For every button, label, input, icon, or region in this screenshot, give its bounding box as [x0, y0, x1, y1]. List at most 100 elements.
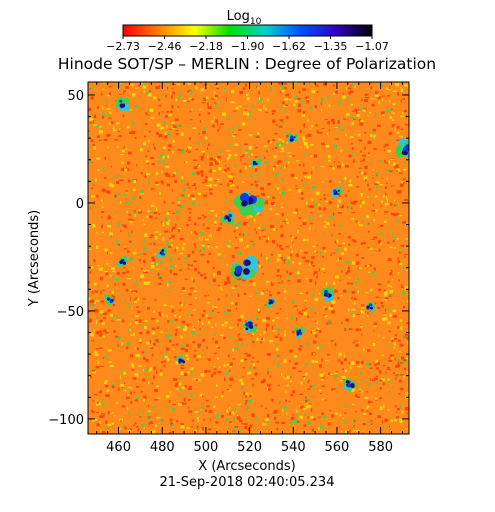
map-speckle — [214, 102, 216, 104]
map-speckle — [366, 215, 370, 219]
map-speckle — [92, 119, 95, 124]
map-speckle — [153, 262, 158, 266]
map-speckle — [208, 177, 213, 181]
map-speckle — [316, 321, 319, 325]
map-speckle — [304, 402, 309, 405]
map-speckle — [89, 160, 92, 163]
map-speckle — [206, 346, 208, 349]
map-speckle — [275, 317, 280, 319]
map-speckle — [359, 267, 363, 269]
map-speckle — [282, 140, 285, 143]
map-speckle — [126, 270, 129, 273]
map-speckle — [256, 231, 258, 234]
map-speckle — [105, 99, 108, 102]
map-speckle — [287, 152, 292, 154]
map-speckle — [379, 242, 382, 245]
map-speckle — [287, 256, 290, 260]
map-speckle — [377, 94, 379, 97]
map-speckle — [203, 273, 206, 275]
map-speckle — [361, 304, 365, 307]
map-speckle — [251, 153, 253, 156]
map-speckle — [348, 205, 351, 209]
map-speckle — [107, 133, 111, 137]
map-speckle — [158, 112, 160, 116]
map-speckle — [352, 403, 355, 405]
map-speckle — [334, 342, 337, 347]
map-speckle — [202, 246, 205, 250]
map-speckle — [403, 168, 407, 171]
map-speckle — [164, 172, 168, 175]
map-speckle — [208, 358, 211, 361]
map-speckle — [380, 205, 383, 207]
map-speckle — [300, 312, 303, 315]
map-speckle — [395, 364, 399, 368]
map-speckle — [387, 367, 390, 369]
map-speckle — [399, 135, 404, 138]
map-speckle — [139, 196, 142, 200]
map-speckle — [195, 232, 198, 235]
map-speckle — [206, 314, 208, 318]
map-speckle — [151, 353, 154, 357]
map-speckle — [107, 191, 111, 194]
map-speckle — [398, 214, 403, 217]
map-speckle — [214, 83, 217, 86]
map-speckle — [186, 343, 189, 347]
map-speckle — [361, 306, 365, 309]
map-speckle — [210, 418, 212, 421]
map-speckle — [321, 181, 324, 183]
map-speckle — [226, 410, 229, 413]
map-speckle — [128, 240, 132, 243]
map-speckle — [117, 336, 121, 340]
map-speckle — [217, 252, 221, 256]
map-speckle — [182, 353, 184, 355]
map-speckle — [300, 191, 304, 195]
map-speckle — [227, 241, 229, 245]
map-speckle — [331, 388, 334, 391]
map-speckle — [352, 201, 357, 205]
map-speckle — [328, 248, 331, 250]
map-speckle — [140, 252, 143, 255]
map-speckle — [356, 430, 360, 432]
map-speckle — [389, 294, 392, 297]
map-speckle — [375, 181, 380, 184]
map-speckle — [323, 306, 327, 308]
map-speckle — [117, 135, 122, 137]
patch-halo — [125, 98, 130, 103]
map-speckle — [367, 140, 372, 145]
map-speckle — [91, 410, 95, 414]
map-speckle — [226, 294, 228, 297]
map-speckle — [178, 94, 182, 98]
map-speckle — [119, 179, 124, 182]
map-speckle — [116, 174, 120, 177]
map-speckle — [149, 236, 153, 238]
map-speckle — [339, 414, 342, 417]
patch-core — [370, 306, 374, 310]
map-speckle — [397, 374, 400, 377]
map-speckle — [222, 171, 226, 173]
map-speckle — [404, 253, 408, 256]
patch-halo — [327, 287, 333, 294]
map-speckle — [228, 129, 230, 132]
map-speckle — [293, 103, 296, 107]
map-speckle — [202, 395, 204, 398]
map-speckle — [339, 279, 341, 282]
patch-core — [337, 189, 340, 192]
map-speckle — [229, 326, 233, 329]
map-speckle — [387, 150, 392, 153]
map-speckle — [130, 83, 134, 87]
map-speckle — [290, 393, 294, 397]
map-speckle — [327, 121, 330, 125]
map-speckle — [299, 130, 302, 133]
map-speckle — [146, 330, 150, 335]
map-speckle — [333, 161, 336, 163]
map-speckle — [328, 321, 332, 323]
map-speckle — [258, 90, 260, 95]
map-speckle — [378, 248, 381, 252]
map-speckle — [366, 408, 368, 411]
map-speckle — [335, 275, 339, 279]
map-speckle — [180, 365, 184, 367]
map-speckle — [333, 145, 338, 149]
map-speckle — [244, 358, 247, 361]
map-speckle — [307, 398, 311, 402]
map-speckle — [280, 105, 283, 108]
